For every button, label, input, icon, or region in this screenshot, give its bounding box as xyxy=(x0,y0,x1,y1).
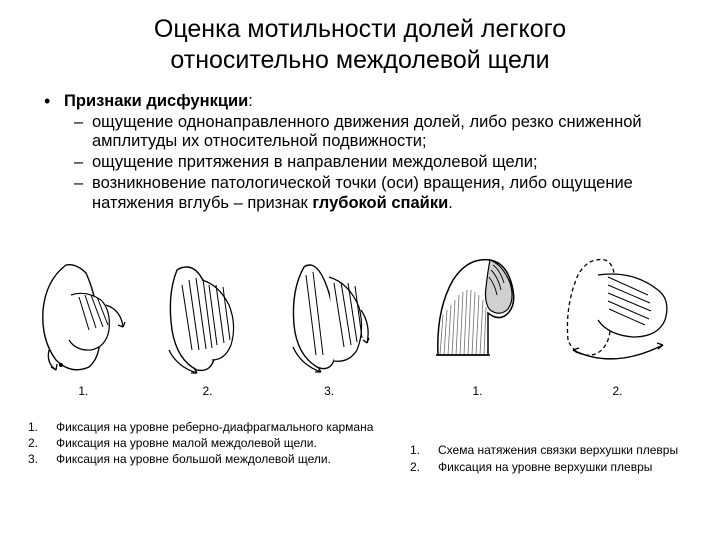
anatomy-illustration xyxy=(418,245,538,380)
top-bullet-list: Признаки дисфункции: ощущение однонаправ… xyxy=(40,91,680,214)
fig-num-left-1: 1. xyxy=(31,384,136,398)
captions-left: 1. Фиксация на уровне реберно-диафрагмаль… xyxy=(0,420,400,476)
sub-item-3: возникновение патологической точки (оси)… xyxy=(64,174,680,214)
capnum-l1: 1. xyxy=(28,420,48,435)
caption-list-right: 1. Схема натяжения связки верхушки плевры… xyxy=(410,442,700,475)
heading-colon: : xyxy=(248,92,253,110)
caption-right-1: 1. Схема натяжения связки верхушки плевры xyxy=(410,442,700,458)
fig-num-right-1: 1. xyxy=(418,384,538,398)
captions-right: 1. Схема натяжения связки верхушки плевры… xyxy=(400,420,720,476)
captext-l1: Фиксация на уровне реберно-диафрагмально… xyxy=(56,420,373,434)
caption-left-1: 1. Фиксация на уровне реберно-диафрагмаль… xyxy=(28,420,390,435)
figure-group-left: 1. 2. 3. xyxy=(0,258,400,398)
sub-item-1: ощущение однонаправленного движения доле… xyxy=(64,113,680,153)
title-line-2: относительно междолевой щели xyxy=(170,46,549,74)
fig-num-left-3: 3. xyxy=(279,384,379,398)
capnum-l2: 2. xyxy=(28,436,48,451)
captext-l3: Фиксация на уровне большой междолевой ще… xyxy=(56,452,331,466)
figure-r1: 1. xyxy=(418,245,538,398)
caption-left-3: 3. Фиксация на уровне большой междолевой … xyxy=(28,452,390,467)
sub-item-2: ощущение притяжения в направлении междол… xyxy=(64,153,680,173)
captext-l2: Фиксация на уровне малой междолевой щели… xyxy=(56,436,317,450)
figure-r2: 2. xyxy=(553,245,683,398)
fig-num-right-2: 2. xyxy=(553,384,683,398)
figure-3: 3. xyxy=(279,255,379,398)
hand-illustration-r2 xyxy=(553,245,683,380)
captext-r2: Фиксация на уровне верхушки плевры xyxy=(438,460,652,474)
capnum-r1: 1. xyxy=(410,442,430,458)
captext-r1: Схема натяжения связки верхушки плевры xyxy=(438,443,678,457)
title-line-1: Оценка мотильности долей легкого xyxy=(154,15,566,43)
figure-1: 1. xyxy=(31,255,136,398)
dysfunction-heading-item: Признаки дисфункции: ощущение однонаправ… xyxy=(40,91,680,214)
content-block: Признаки дисфункции: ощущение однонаправ… xyxy=(0,85,720,214)
figure-2: 2. xyxy=(157,255,257,398)
figures-row: 1. 2. 3. xyxy=(0,258,720,408)
captions-row: 1. Фиксация на уровне реберно-диафрагмаль… xyxy=(0,420,720,476)
hand-illustration-3 xyxy=(279,255,379,380)
sub3-part-c: . xyxy=(448,194,453,212)
slide-title: Оценка мотильности долей легкого относит… xyxy=(0,0,720,85)
fig-num-left-2: 2. xyxy=(157,384,257,398)
capnum-l3: 3. xyxy=(28,452,48,467)
capnum-r2: 2. xyxy=(410,459,430,475)
caption-left-2: 2. Фиксация на уровне малой междолевой ще… xyxy=(28,436,390,451)
caption-list-left: 1. Фиксация на уровне реберно-диафрагмаль… xyxy=(28,420,390,467)
hand-illustration-2 xyxy=(157,255,257,380)
dysfunction-heading: Признаки дисфункции xyxy=(64,92,248,110)
hand-illustration-1 xyxy=(31,255,136,380)
figure-group-right: 1. 2. xyxy=(400,258,720,398)
sub3-bold: глубокой спайки xyxy=(312,194,448,212)
sub-bullet-list: ощущение однонаправленного движения доле… xyxy=(64,113,680,214)
caption-right-2: 2. Фиксация на уровне верхушки плевры xyxy=(410,459,700,475)
